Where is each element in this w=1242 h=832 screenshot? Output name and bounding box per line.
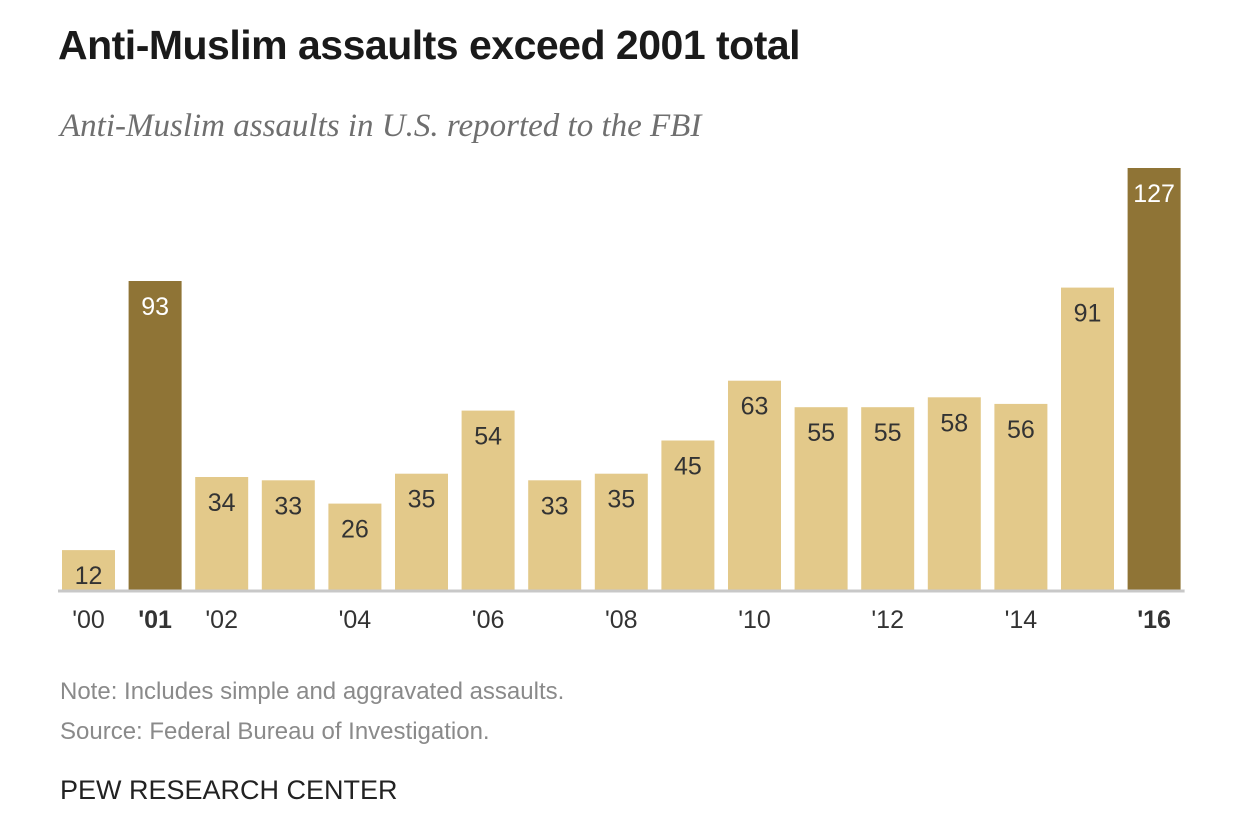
bar-2004 bbox=[328, 503, 382, 590]
x-tick-label-2014: '14 bbox=[1005, 606, 1038, 634]
chart-subtitle: Anti-Muslim assaults in U.S. reported to… bbox=[60, 108, 702, 144]
bar-2007 bbox=[528, 480, 582, 590]
x-tick-label-2006: '06 bbox=[472, 606, 505, 634]
x-tick-label-2010: '10 bbox=[738, 606, 771, 634]
bar-2003 bbox=[261, 480, 315, 590]
bar-label-2000: 12 bbox=[75, 562, 103, 590]
bar-2015 bbox=[1061, 287, 1114, 590]
bar-label-2002: 34 bbox=[208, 489, 236, 517]
bar-2000 bbox=[62, 550, 115, 590]
x-tick-label-2012: '12 bbox=[871, 606, 904, 634]
bar-2001 bbox=[128, 281, 182, 590]
bar-chart: 12 '00 93 '01 34 '02 33 26 '04 35 54 '06 33 35 '08 45 63… bbox=[58, 168, 1185, 634]
bar-label-2010: 63 bbox=[741, 393, 769, 421]
brand-label: PEW RESEARCH CENTER bbox=[60, 775, 398, 805]
bar-label-2012: 55 bbox=[874, 419, 902, 447]
bar-2005 bbox=[395, 473, 448, 590]
x-tick-label-2000: '00 bbox=[72, 606, 105, 634]
bar-label-2007: 33 bbox=[541, 492, 569, 520]
bar-2002 bbox=[195, 477, 249, 590]
bar-2006 bbox=[461, 410, 515, 590]
chart-source: Source: Federal Bureau of Investigation. bbox=[60, 718, 490, 745]
x-tick-label-2008: '08 bbox=[605, 606, 638, 634]
bar-label-2009: 45 bbox=[674, 453, 702, 481]
x-tick-label-2016: '16 bbox=[1137, 606, 1171, 634]
bar-2008 bbox=[594, 473, 648, 590]
bar-label-2003: 33 bbox=[274, 492, 302, 520]
bar-label-2016: 127 bbox=[1133, 180, 1175, 208]
bar-label-2005: 35 bbox=[408, 486, 436, 514]
bar-2013 bbox=[927, 397, 981, 590]
bar-2010 bbox=[728, 380, 781, 590]
x-tick-label-2001: '01 bbox=[138, 606, 172, 634]
bar-label-2011: 55 bbox=[807, 419, 835, 447]
bar-2016 bbox=[1127, 168, 1181, 590]
chart-note: Note: Includes simple and aggravated ass… bbox=[60, 678, 565, 705]
x-tick-label-2002: '02 bbox=[205, 606, 238, 634]
x-tick-label-2004: '04 bbox=[339, 606, 372, 634]
bar-2012 bbox=[861, 407, 915, 590]
bar-label-2008: 35 bbox=[607, 486, 635, 514]
bar-label-2006: 54 bbox=[474, 423, 502, 451]
bar-label-2001: 93 bbox=[141, 293, 169, 321]
bar-2009 bbox=[661, 440, 715, 590]
bar-label-2014: 56 bbox=[1007, 416, 1035, 444]
bar-2014 bbox=[994, 403, 1048, 590]
bar-2011 bbox=[794, 407, 848, 590]
bar-label-2013: 58 bbox=[940, 409, 968, 437]
chart-title: Anti-Muslim assaults exceed 2001 total bbox=[58, 22, 801, 68]
bar-label-2015: 91 bbox=[1074, 300, 1102, 328]
bar-label-2004: 26 bbox=[341, 516, 369, 544]
